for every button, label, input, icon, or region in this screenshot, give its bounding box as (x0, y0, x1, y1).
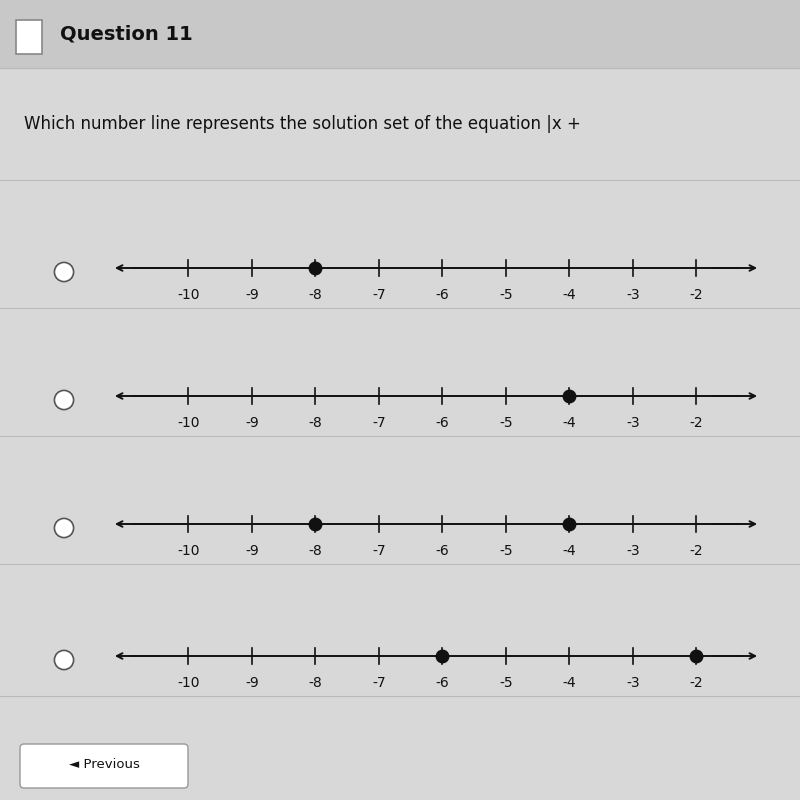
Text: -3: -3 (626, 544, 640, 558)
Text: -4: -4 (562, 416, 576, 430)
Text: -7: -7 (372, 676, 386, 690)
Text: -5: -5 (499, 544, 513, 558)
Text: -3: -3 (626, 676, 640, 690)
Text: -7: -7 (372, 544, 386, 558)
Text: Question 11: Question 11 (60, 25, 193, 43)
Text: Which number line represents the solution set of the equation |x +: Which number line represents the solutio… (24, 115, 581, 133)
Text: -2: -2 (690, 416, 703, 430)
Text: -6: -6 (435, 676, 450, 690)
Circle shape (54, 262, 74, 282)
Text: -4: -4 (562, 676, 576, 690)
Text: -6: -6 (435, 544, 450, 558)
Text: -5: -5 (499, 416, 513, 430)
Text: -10: -10 (177, 676, 199, 690)
Text: -10: -10 (177, 288, 199, 302)
Text: -3: -3 (626, 288, 640, 302)
Circle shape (54, 518, 74, 538)
Text: -2: -2 (690, 544, 703, 558)
Text: -2: -2 (690, 288, 703, 302)
Text: -2: -2 (690, 676, 703, 690)
Bar (0, 0, 800, 68)
Text: -10: -10 (177, 416, 199, 430)
Text: -3: -3 (626, 416, 640, 430)
Circle shape (54, 390, 74, 410)
Text: -7: -7 (372, 416, 386, 430)
FancyBboxPatch shape (16, 20, 42, 54)
Text: -6: -6 (435, 416, 450, 430)
Text: -8: -8 (309, 416, 322, 430)
Text: -8: -8 (309, 544, 322, 558)
Text: -9: -9 (245, 416, 258, 430)
Text: ◄ Previous: ◄ Previous (69, 758, 139, 770)
Text: -5: -5 (499, 676, 513, 690)
Circle shape (54, 650, 74, 670)
Text: -8: -8 (309, 288, 322, 302)
Text: -4: -4 (562, 288, 576, 302)
Text: -5: -5 (499, 288, 513, 302)
Text: -8: -8 (309, 676, 322, 690)
Text: -7: -7 (372, 288, 386, 302)
Text: -10: -10 (177, 544, 199, 558)
FancyBboxPatch shape (20, 744, 188, 788)
Text: -4: -4 (562, 544, 576, 558)
Text: -6: -6 (435, 288, 450, 302)
Text: -9: -9 (245, 544, 258, 558)
Text: -9: -9 (245, 676, 258, 690)
Text: -9: -9 (245, 288, 258, 302)
